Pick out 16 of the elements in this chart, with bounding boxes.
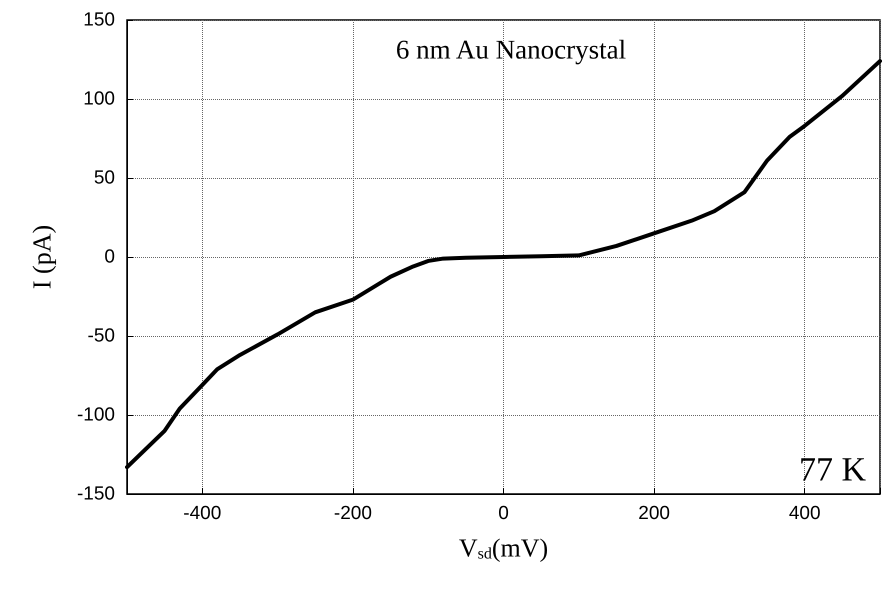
- x-tick-label: 0: [498, 503, 509, 524]
- y-tick-label: -100: [76, 404, 115, 426]
- y-tick-label: -50: [88, 326, 115, 346]
- y-tick-label: 50: [94, 168, 115, 188]
- x-tick-label: 200: [638, 503, 670, 524]
- y-tick-label: -150: [76, 484, 115, 504]
- annotation: 77 K: [798, 452, 866, 488]
- y-tick-label: 100: [83, 88, 115, 110]
- y-tick-label: 0: [104, 246, 115, 268]
- x-tick-label: -200: [334, 503, 372, 524]
- y-axis-title: I (pA): [28, 224, 56, 290]
- annotation: 6 nm Au Nanocrystal: [396, 34, 626, 64]
- x-tick-label: 400: [788, 503, 821, 524]
- x-axis-title: Vsd(mV): [458, 534, 548, 562]
- y-tick-label: 150: [83, 10, 115, 30]
- x-tick-label: -400: [183, 503, 222, 524]
